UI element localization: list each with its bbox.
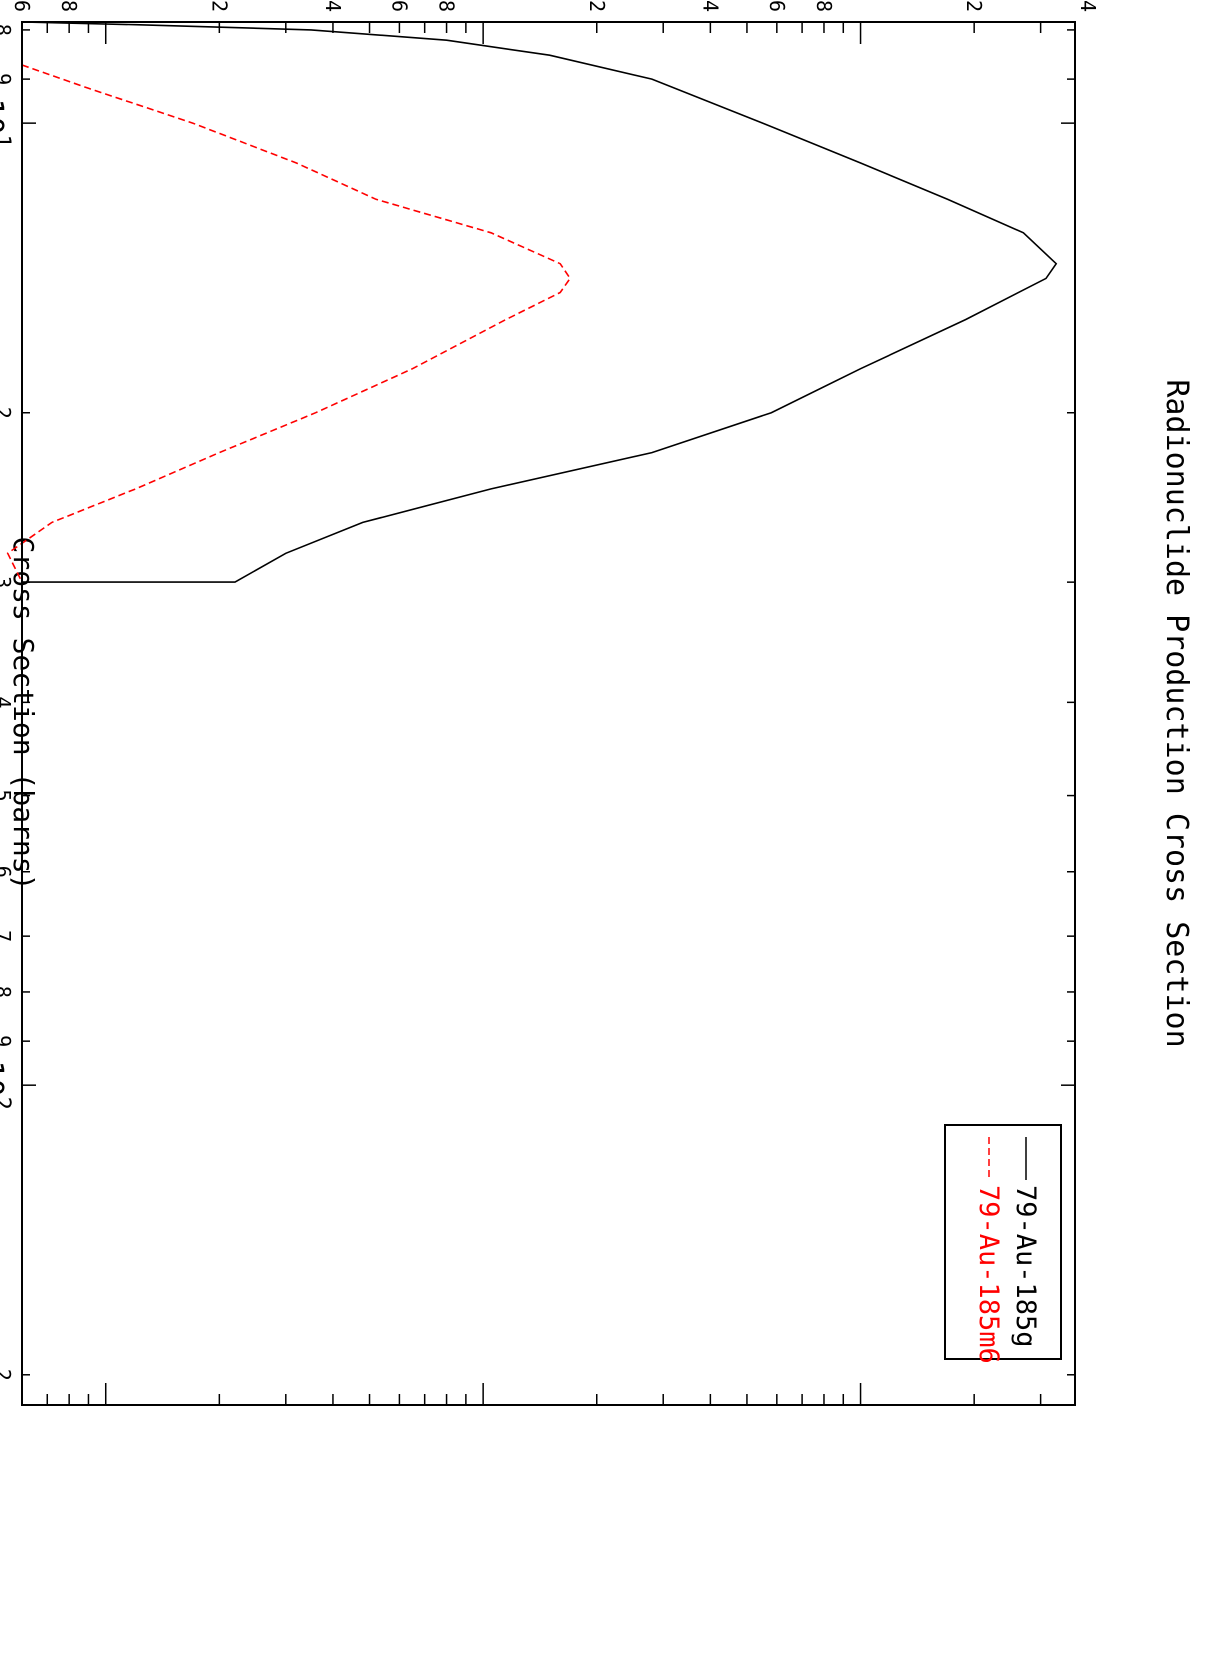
- x-tick-label: 9: [0, 73, 15, 85]
- x-tick-label: 4: [0, 696, 15, 708]
- x-tick-label: 8: [0, 24, 15, 36]
- x-tick-label: 7: [0, 930, 15, 942]
- legend-box: [944, 1124, 1062, 1360]
- y-tick-label: 2: [207, 0, 231, 12]
- x-tick-label: 3: [0, 576, 15, 588]
- x-major-tick-label: 102: [0, 1060, 14, 1109]
- x-tick-label: 5: [0, 790, 15, 802]
- legend: 79-Au-185g 79-Au-185m6: [944, 1124, 1062, 1364]
- x-tick-label: 6: [0, 866, 15, 878]
- chart-title: Radionuclide Production Cross Section: [1159, 379, 1194, 1047]
- axis-ticks: [21, 22, 1075, 1405]
- y-tick-label: 6: [387, 0, 411, 12]
- y-tick-label: 8: [435, 0, 459, 12]
- x-tick-label: 2: [0, 1369, 15, 1381]
- y-tick-label: 4: [321, 0, 345, 12]
- y-tick-label: 2: [585, 0, 609, 12]
- y-tick-label: 4: [698, 0, 722, 12]
- y-tick-label: 6: [765, 0, 789, 12]
- y-tick-label: 8: [57, 0, 81, 12]
- series-line-0: [21, 21, 1058, 583]
- plot-area: [21, 21, 1076, 1406]
- y-tick-label: 6: [10, 0, 34, 12]
- x-tick-label: 8: [0, 986, 15, 998]
- y-tick-label: 2: [962, 0, 986, 12]
- legend-label-au-185g: 79-Au-185g: [1010, 1185, 1041, 1348]
- axis-tick-labels: 89234567892101102428642864286410-110-210…: [0, 0, 1100, 1381]
- series-line-1: [6, 64, 572, 583]
- series-layer: [6, 21, 1058, 583]
- y-axis-label: Cross Section (barns): [7, 536, 40, 890]
- x-major-tick-label: 101: [0, 98, 14, 147]
- y-tick-label: 8: [812, 0, 836, 12]
- legend-label-au-185m6: 79-Au-185m6: [973, 1185, 1004, 1364]
- y-tick-label: 4: [1076, 0, 1100, 12]
- x-tick-label: 2: [0, 407, 15, 419]
- x-tick-label: 9: [0, 1035, 15, 1047]
